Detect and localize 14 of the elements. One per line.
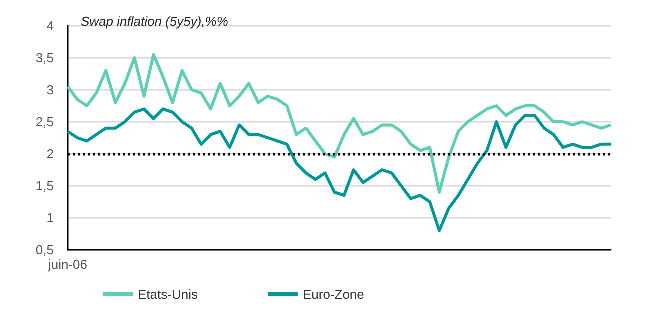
- line-series: [66, 108, 612, 232]
- legend-label: Etats-Unis: [138, 287, 198, 302]
- legend-label: Euro-Zone: [302, 287, 364, 302]
- y-tick-label: 0,5: [36, 242, 54, 258]
- y-tick-label: 1,5: [36, 178, 54, 194]
- y-tick-label: 2: [46, 146, 54, 162]
- x-tick-label: juin-06: [47, 257, 88, 272]
- line-series: [66, 53, 612, 194]
- y-tick-label: 3,5: [36, 50, 54, 66]
- y-tick-label: 4: [46, 18, 54, 34]
- y-tick-label: 3: [46, 82, 54, 98]
- y-tick-label: 2,5: [36, 114, 54, 130]
- chart-title: Swap inflation (5y5y),%%: [81, 14, 228, 29]
- y-tick-label: 1: [46, 210, 54, 226]
